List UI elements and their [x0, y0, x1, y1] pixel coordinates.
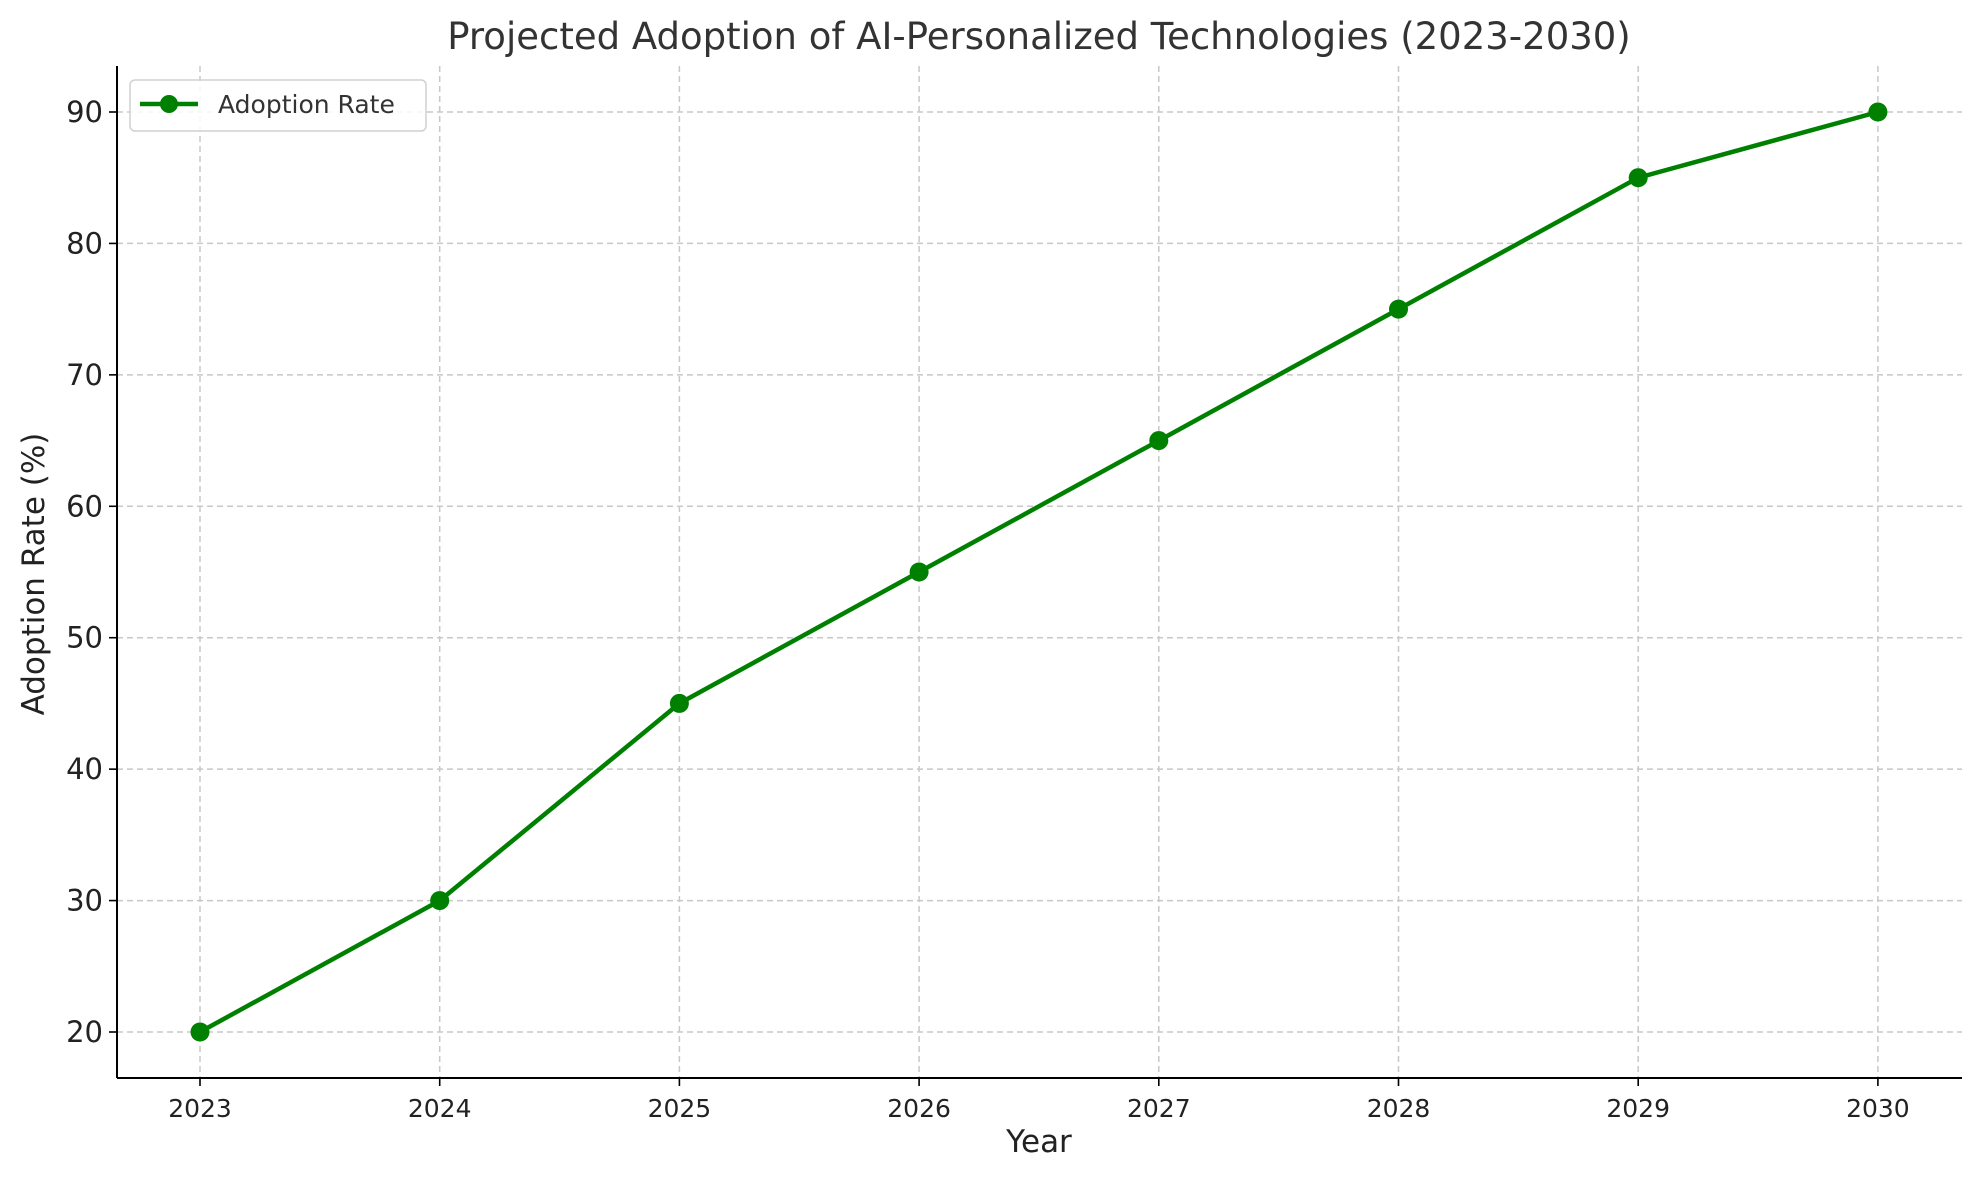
y-tick-label: 60	[66, 489, 103, 523]
y-tick-label: 40	[66, 752, 103, 786]
legend: Adoption Rate	[129, 79, 427, 132]
y-tick-label: 50	[66, 621, 103, 655]
y-tick-label: 30	[66, 884, 103, 918]
x-tick-label: 2024	[408, 1094, 472, 1123]
x-tick-label: 2023	[168, 1094, 232, 1123]
data-point	[1389, 299, 1408, 319]
data-point	[1868, 102, 1888, 122]
x-tick-label: 2027	[1127, 1094, 1191, 1123]
x-tick-label: 2028	[1367, 1094, 1431, 1123]
data-point	[430, 891, 450, 911]
x-axis-label: Year	[1005, 1124, 1072, 1160]
legend-marker-swatch	[160, 95, 178, 113]
y-tick-label: 70	[66, 358, 103, 392]
data-point	[1628, 168, 1648, 188]
chart-title: Projected Adoption of AI-Personalized Te…	[447, 15, 1631, 58]
legend-entry-adoption-rate: Adoption Rate	[218, 90, 395, 119]
series-adoption-rate	[190, 102, 1888, 1042]
y-tick-label: 80	[66, 226, 103, 260]
x-tick-label: 2030	[1846, 1094, 1910, 1123]
x-tick-label: 2029	[1606, 1094, 1670, 1123]
data-point	[190, 1022, 210, 1042]
series-line	[197, 109, 1881, 1035]
data-point	[669, 693, 689, 713]
x-tick-label: 2026	[887, 1094, 951, 1123]
tick-labels: 2023 2024 2025 2026 2027 2028 2029 203020304050…	[66, 95, 1910, 1123]
y-tick-label: 20	[66, 1015, 103, 1049]
y-tick-label: 90	[66, 95, 103, 129]
legend-box	[129, 79, 427, 132]
axes	[109, 66, 1962, 1086]
y-axis-label: Adoption Rate (%)	[16, 433, 52, 716]
data-point	[909, 562, 929, 582]
x-tick-label: 2025	[648, 1094, 712, 1123]
data-point	[1149, 431, 1169, 451]
